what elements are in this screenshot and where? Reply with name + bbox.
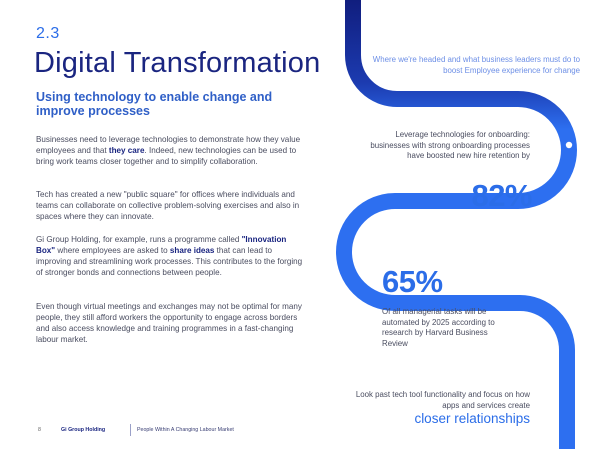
body-paragraph-1: Businesses need to leverage technologies… [36,134,306,167]
page-title: Digital Transformation [34,47,321,79]
p1-emphasis: they care [108,146,145,155]
page-subtitle: Using technology to enable change and im… [36,90,273,118]
p3-emphasis-share-ideas: share ideas [169,246,215,255]
p3-emphasis-innovation-box: "Innovation Box" [36,235,287,255]
milestone-dot-1 [565,141,573,149]
page-number: 8 [38,427,41,433]
p3-text-start: Gi Group Holding, for example, runs a pr… [36,235,242,244]
p1-text-start: Businesses need to leverage technologies… [36,135,301,155]
p1-text-end: . Indeed, new technologies can be used t… [36,146,297,166]
footer-publication: People Within A Changing Labour Market [137,427,234,433]
body-paragraph-2: Tech has created a new "public square" f… [36,190,300,221]
tools-callout: Look past tech tool functionality and fo… [355,390,530,410]
milestone-dot-2 [340,297,348,305]
body-paragraph-3: Gi Group Holding, for example, runs a pr… [36,234,306,278]
tools-emphasis: closer relationships [414,411,530,426]
p3-text-mid: where employees are asked to [55,246,170,255]
footer-divider [130,424,131,436]
onboarding-callout: Leverage technologies for onboarding: bu… [370,130,530,160]
p3-text-end: that can lead to improving and streamlin… [36,246,303,277]
onboarding-stat: 82% [471,178,532,213]
page-footer: 8 Gi Group Holding People Within A Chang… [0,424,330,438]
managerial-callout: Of all managerial tasks will be automate… [382,307,495,348]
footer-brand: Gi Group Holding [61,427,106,433]
managerial-stat: 65% [382,264,443,299]
roadmap-intro: Where we're headed and what business lea… [372,55,580,75]
body-paragraph-4: Even though virtual meetings and exchang… [36,302,302,344]
road-curve [336,0,577,449]
section-number: 2.3 [36,25,60,42]
